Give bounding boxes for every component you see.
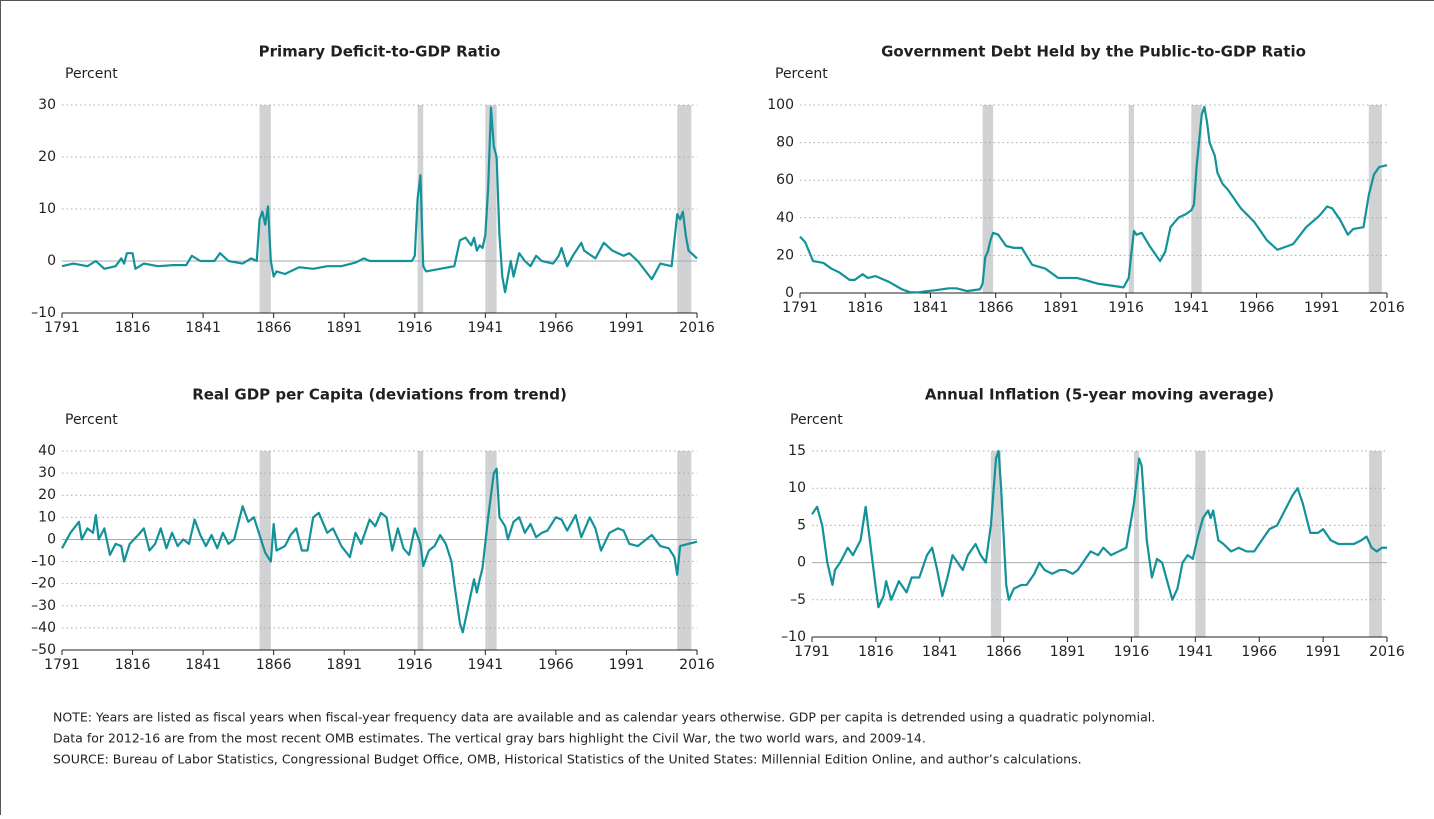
y-tick-label: 15 xyxy=(788,443,806,459)
y-tick-label: 30 xyxy=(38,97,56,113)
x-tick-label: 1966 xyxy=(1241,644,1277,660)
y-tick-label: 100 xyxy=(767,97,794,113)
x-tick-label: 1866 xyxy=(978,300,1014,316)
x-tick-label: 1841 xyxy=(185,657,221,673)
x-tick-label: 1966 xyxy=(538,657,574,673)
x-tick-label: 2016 xyxy=(679,320,715,336)
x-tick-label: 1891 xyxy=(1050,644,1086,660)
y-tick-label: 10 xyxy=(38,509,56,525)
x-tick-label: 1916 xyxy=(397,320,433,336)
x-tick-label: 1966 xyxy=(1239,300,1275,316)
y-tick-label: 40 xyxy=(776,210,794,226)
y-tick-label: 0 xyxy=(47,531,56,547)
x-tick-label: 1866 xyxy=(256,320,292,336)
data-line xyxy=(800,107,1387,293)
x-tick-label: 1891 xyxy=(326,657,362,673)
y-tick-label: 80 xyxy=(776,135,794,151)
x-tick-label: 2016 xyxy=(1369,300,1405,316)
x-tick-label: 1816 xyxy=(847,300,883,316)
x-tick-label: 1891 xyxy=(1043,300,1079,316)
y-tick-label: –20 xyxy=(31,576,56,592)
x-tick-label: 1991 xyxy=(609,657,645,673)
x-tick-label: 1791 xyxy=(782,300,818,316)
y-tick-label: –30 xyxy=(31,598,56,614)
chart-title: Government Debt Held by the Public-to-GD… xyxy=(881,43,1306,61)
chart-title: Primary Deficit-to-GDP Ratio xyxy=(259,43,501,61)
x-tick-label: 1791 xyxy=(44,320,80,336)
y-tick-label: 40 xyxy=(38,443,56,459)
y-tick-label: 60 xyxy=(776,172,794,188)
y-tick-label: 20 xyxy=(776,247,794,263)
y-tick-label: 30 xyxy=(38,465,56,481)
x-tick-label: 2016 xyxy=(1369,644,1405,660)
y-tick-label: 20 xyxy=(38,149,56,165)
y-tick-label: –50 xyxy=(31,642,56,658)
y-axis-label: Percent xyxy=(790,412,843,428)
y-tick-label: 10 xyxy=(38,201,56,217)
shaded-period xyxy=(485,451,496,650)
x-tick-label: 1791 xyxy=(794,644,830,660)
x-tick-label: 1916 xyxy=(397,657,433,673)
y-tick-label: 10 xyxy=(788,480,806,496)
y-tick-label: –40 xyxy=(31,620,56,636)
y-axis-label: Percent xyxy=(775,66,828,82)
x-tick-label: 1866 xyxy=(986,644,1022,660)
note-line: Data for 2012-16 are from the most recen… xyxy=(53,731,926,746)
x-tick-label: 1791 xyxy=(44,657,80,673)
y-tick-label: 5 xyxy=(797,517,806,533)
source: SOURCE: Bureau of Labor Statistics, Cong… xyxy=(53,752,1082,767)
x-tick-label: 1816 xyxy=(858,644,894,660)
shaded-period xyxy=(1369,105,1382,293)
x-tick-label: 1966 xyxy=(538,320,574,336)
y-tick-label: –5 xyxy=(790,592,806,608)
x-tick-label: 1841 xyxy=(913,300,949,316)
note-line: NOTE: Years are listed as fiscal years w… xyxy=(53,710,1155,725)
x-tick-label: 1991 xyxy=(1304,300,1340,316)
x-tick-label: 1991 xyxy=(1305,644,1341,660)
x-tick-label: 1841 xyxy=(922,644,958,660)
y-tick-label: 0 xyxy=(797,555,806,571)
x-tick-label: 1916 xyxy=(1108,300,1144,316)
y-axis-label: Percent xyxy=(65,66,118,82)
y-axis-label: Percent xyxy=(65,412,118,428)
chart-title: Annual Inflation (5-year moving average) xyxy=(925,386,1274,404)
x-tick-label: 1816 xyxy=(115,657,151,673)
chart-title: Real GDP per Capita (deviations from tre… xyxy=(192,386,567,404)
y-tick-label: –10 xyxy=(31,554,56,570)
y-tick-label: 0 xyxy=(785,285,794,301)
x-tick-label: 1941 xyxy=(468,320,504,336)
data-line xyxy=(62,108,697,293)
x-tick-label: 1941 xyxy=(1178,644,1214,660)
x-tick-label: 2016 xyxy=(679,657,715,673)
y-tick-label: –10 xyxy=(31,305,56,321)
y-tick-label: 0 xyxy=(47,253,56,269)
y-tick-label: –10 xyxy=(781,629,806,645)
data-line xyxy=(62,469,697,633)
x-tick-label: 1891 xyxy=(326,320,362,336)
y-tick-label: 20 xyxy=(38,487,56,503)
x-tick-label: 1816 xyxy=(115,320,151,336)
x-tick-label: 1841 xyxy=(185,320,221,336)
x-tick-label: 1916 xyxy=(1114,644,1150,660)
x-tick-label: 1866 xyxy=(256,657,292,673)
x-tick-label: 1941 xyxy=(1174,300,1210,316)
x-tick-label: 1941 xyxy=(468,657,504,673)
x-tick-label: 1991 xyxy=(609,320,645,336)
data-line xyxy=(812,451,1387,607)
